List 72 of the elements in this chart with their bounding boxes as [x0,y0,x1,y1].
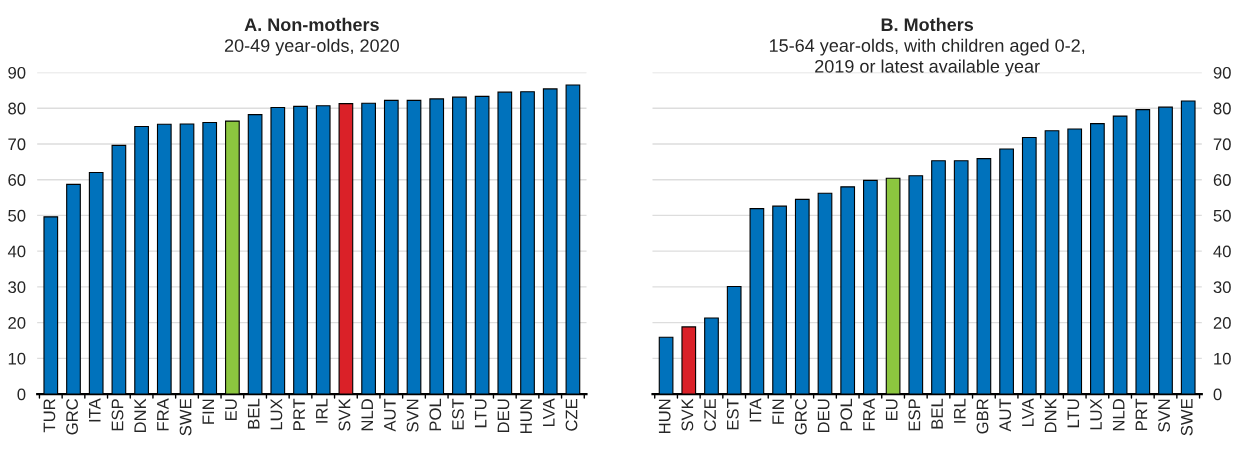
x-tick-label: ITA [89,398,101,422]
x-tick-label: ITA [749,398,762,422]
y-tick-label: 10 [1214,352,1231,365]
chart-subtitle: 15-64 year-olds, with children aged 0-2, 2019 or latest available year [769,38,1085,77]
x-tick-label: HUN [658,399,671,434]
x-tick-label: ESP [111,399,124,431]
x-tick-label: BEL [247,398,260,429]
x-tick-label: FIN [772,399,784,424]
y-tick-label: 40 [1213,245,1231,258]
x-tick-label: LTU [1067,399,1080,428]
y-tick-label: 80 [1213,102,1231,115]
x-tick-label: POL [840,398,853,431]
x-tick-label: FIN [202,399,215,424]
x-tick-label: AUT [999,398,1012,432]
x-tick-label: SVN [406,399,419,432]
y-tick-label: 70 [1213,138,1231,151]
x-tick-label: FRA [157,398,169,431]
x-tick-label: BEL [931,398,943,429]
y-tick-label: 10 [8,352,26,365]
x-tick-label: GBR [976,399,989,434]
y-tick-label: 30 [1213,281,1231,294]
x-tick-label: IRL [954,398,966,423]
x-tick-label: EST [726,398,739,430]
x-tick-label: SWE [1180,398,1193,436]
x-tick-label: EU [885,399,898,421]
y-tick-label: 50 [1213,209,1231,222]
x-tick-label: POL [429,398,442,431]
y-tick-label: 30 [8,281,26,294]
y-tick-label: 90 [1213,66,1231,79]
x-tick-label: GRC [794,398,807,435]
y-tick-label: 60 [1213,174,1231,186]
x-tick-label: LUX [1090,398,1102,430]
chart-title: A. Non-mothers [244,17,379,32]
y-tick-label: 40 [7,245,26,258]
x-tick-label: FRA [863,398,875,431]
y-tick-label: 20 [1213,317,1231,329]
x-tick-label: SVN [1158,399,1170,432]
x-tick-label: NLD [361,399,373,431]
x-tick-label: DNK [1044,398,1057,433]
x-tick-label: SVK [338,398,351,431]
x-tick-label: AUT [384,398,396,432]
y-tick-label: 50 [8,209,26,222]
x-tick-label: SWE [179,398,192,436]
x-tick-label: IRL [316,398,328,423]
y-tick-label: 20 [8,317,26,329]
x-tick-label: DEU [817,399,830,433]
y-tick-label: 70 [8,138,26,151]
x-tick-label: EST [452,398,464,430]
x-tick-label: DEU [497,399,510,433]
x-tick-label: GRC [66,398,78,435]
x-tick-label: NLD [1112,399,1125,431]
x-tick-label: LUX [270,398,283,430]
x-tick-label: LVA [543,398,555,426]
chart-subtitle: 20-49 year-olds, 2020 [224,38,399,56]
x-tick-label: CZE [704,398,716,431]
y-tick-label: 0 [1213,388,1222,401]
x-tick-label: EU [225,399,237,421]
x-tick-label: LTU [474,399,487,428]
x-tick-label: HUN [520,399,532,434]
y-tick-label: 60 [8,174,26,186]
x-tick-label: SVK [681,398,694,431]
chart-title: B. Mothers [881,17,974,32]
x-tick-label: CZE [565,398,578,431]
x-tick-label: DNK [134,398,146,433]
y-tick-label: 0 [17,388,26,401]
y-tick-label: 80 [8,102,26,115]
x-tick-label: PRT [1135,398,1148,430]
x-tick-label: ESP [908,399,921,431]
x-tick-label: LVA [1022,398,1034,426]
y-tick-label: 90 [8,66,26,79]
x-tick-label: PRT [293,398,305,430]
x-tick-label: TUR [43,399,56,433]
